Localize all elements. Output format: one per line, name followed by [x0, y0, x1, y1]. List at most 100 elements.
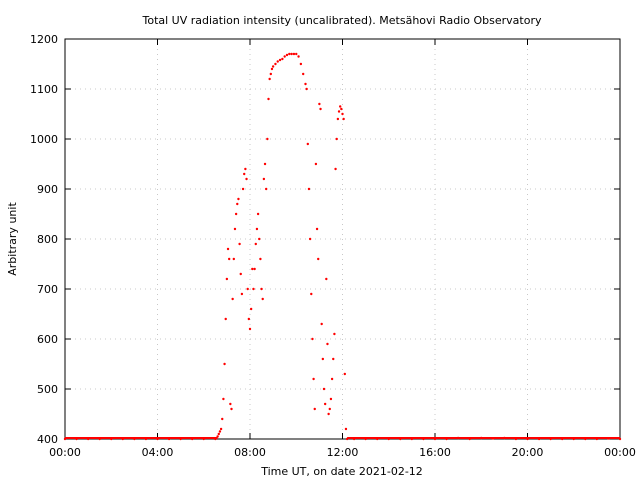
data-point	[314, 162, 318, 166]
data-point	[344, 427, 348, 431]
data-point	[330, 377, 334, 381]
data-point	[313, 407, 316, 411]
x-tick-label: 04:00	[142, 446, 174, 459]
data-point	[335, 137, 338, 141]
data-point	[318, 102, 321, 106]
data-point	[245, 177, 248, 181]
data-point	[226, 247, 230, 251]
data-point	[230, 407, 233, 411]
data-point	[246, 287, 249, 291]
data-point	[271, 65, 275, 68]
data-point	[232, 257, 236, 261]
data-point	[251, 267, 254, 271]
y-tick-label: 900	[37, 183, 58, 196]
data-point	[248, 327, 252, 331]
data-point	[297, 55, 300, 58]
data-point	[319, 107, 322, 111]
data-point	[340, 107, 343, 111]
y-tick-label: 800	[37, 233, 58, 246]
data-point	[260, 287, 263, 291]
data-point	[304, 82, 307, 86]
x-axis-label: Time UT, on date 2021-02-12	[260, 465, 423, 478]
data-point	[247, 317, 251, 321]
data-point	[258, 237, 261, 241]
data-point	[234, 212, 238, 216]
data-point	[343, 372, 347, 376]
data-point	[256, 212, 260, 216]
data-point	[307, 187, 311, 191]
data-point	[327, 412, 330, 416]
y-tick-label: 600	[37, 333, 58, 346]
data-point	[281, 57, 284, 61]
data-point	[240, 292, 244, 296]
data-point	[306, 142, 310, 146]
data-point	[285, 53, 289, 57]
data-point	[224, 317, 227, 321]
data-point	[321, 357, 325, 361]
data-point	[225, 277, 229, 281]
x-tick-label: 00:00	[49, 446, 81, 459]
data-point	[237, 197, 240, 201]
data-point	[267, 97, 270, 101]
data-point	[325, 277, 328, 281]
data-point	[305, 87, 308, 91]
data-point	[295, 52, 298, 56]
data-point	[337, 110, 341, 113]
data-point	[249, 307, 253, 311]
y-tick-label: 1000	[30, 133, 58, 146]
x-tick-label: 16:00	[419, 446, 451, 459]
chart-title: Total UV radiation intensity (uncalibrat…	[142, 14, 542, 27]
y-tick-label: 400	[37, 433, 58, 446]
data-point	[336, 117, 340, 121]
data-point	[263, 162, 267, 166]
data-point	[299, 62, 303, 66]
data-point	[322, 387, 326, 391]
data-point	[326, 342, 329, 346]
data-point	[221, 417, 224, 421]
data-point	[229, 402, 232, 406]
data-point	[342, 117, 345, 121]
data-point	[241, 187, 245, 191]
data-point	[218, 430, 222, 433]
data-point	[238, 242, 241, 246]
data-point	[341, 112, 344, 116]
data-point	[270, 67, 274, 71]
data-point	[278, 58, 282, 62]
x-tick-label: 12:00	[327, 446, 359, 459]
data-point	[219, 427, 223, 431]
data-point	[268, 77, 271, 81]
y-axis-label: Arbitrary unit	[6, 202, 19, 276]
data-point	[310, 292, 313, 296]
data-point	[223, 362, 226, 366]
data-points	[63, 52, 622, 441]
data-point	[217, 432, 220, 436]
axis-ticks: 00:00 04:00 08:00 12:00 16:00 20:00 00:0040050…	[30, 33, 636, 459]
data-point	[332, 357, 335, 361]
data-point	[264, 187, 268, 191]
data-point	[292, 52, 296, 56]
data-point	[320, 322, 323, 326]
data-point	[317, 257, 320, 261]
data-point	[236, 202, 239, 206]
data-point	[323, 402, 327, 406]
data-point	[283, 55, 286, 58]
data-point	[253, 267, 256, 271]
data-point	[269, 72, 273, 76]
data-point	[288, 52, 291, 56]
data-point	[311, 337, 314, 341]
data-point	[338, 105, 342, 108]
data-point	[261, 297, 264, 301]
data-point	[259, 257, 262, 261]
data-point	[233, 227, 237, 231]
data-point	[315, 227, 319, 231]
data-point	[334, 167, 337, 171]
y-tick-label: 1100	[30, 83, 58, 96]
data-point	[333, 332, 336, 336]
data-point	[329, 397, 333, 401]
x-tick-label: 20:00	[512, 446, 544, 459]
data-point	[227, 257, 231, 261]
data-point	[231, 297, 234, 301]
data-point	[312, 377, 315, 381]
y-tick-label: 500	[37, 383, 58, 396]
y-tick-label: 700	[37, 283, 58, 296]
